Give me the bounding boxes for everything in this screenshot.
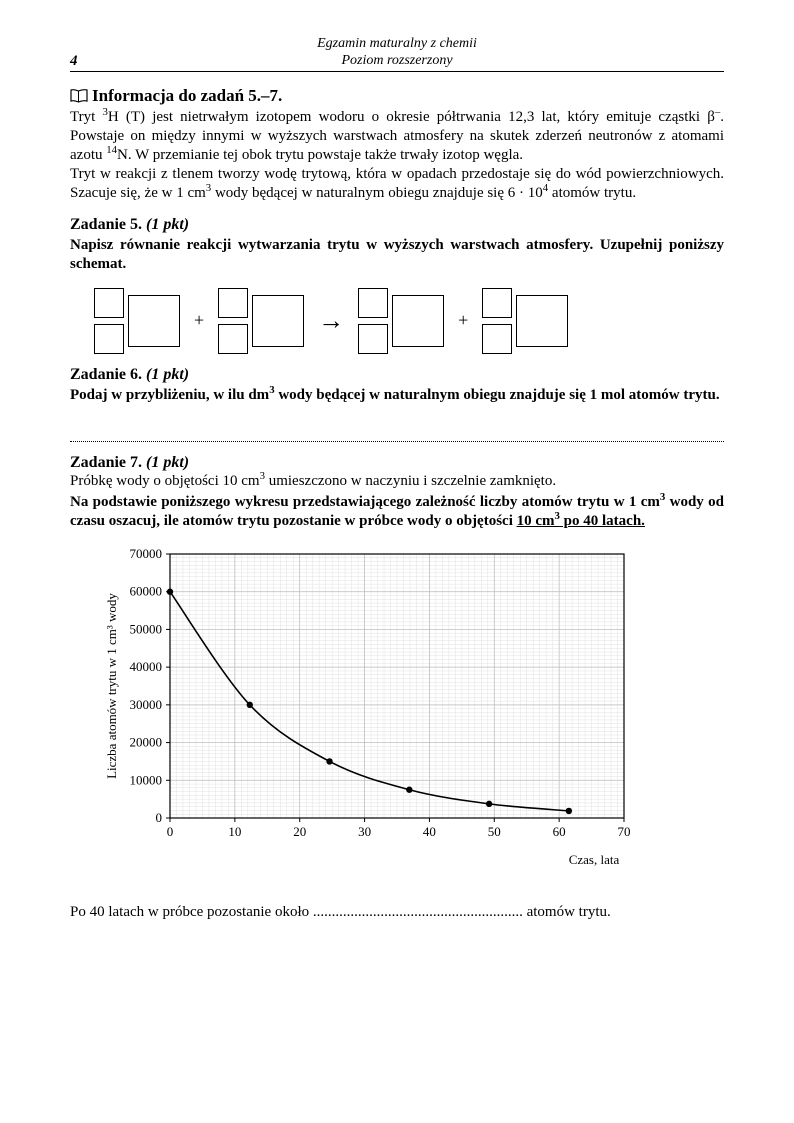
task7-answer-line[interactable]: Po 40 latach w próbce pozostanie około .… (70, 903, 724, 922)
svg-text:20000: 20000 (130, 734, 163, 749)
plus-icon: + (194, 310, 204, 331)
header-center: Egzamin maturalny z chemii Poziom rozsze… (110, 36, 684, 70)
task6-title: Zadanie 6. (1 pkt) (70, 366, 724, 384)
reactant-1[interactable] (94, 288, 180, 354)
svg-text:0: 0 (167, 824, 174, 839)
svg-text:30000: 30000 (130, 697, 163, 712)
svg-text:60: 60 (553, 824, 566, 839)
svg-text:Liczba atomów trytu w 1 cm³ w: Liczba atomów trytu w 1 cm³ wody (104, 592, 119, 778)
task7-title: Zadanie 7. (1 pkt) (70, 454, 724, 472)
arrow-icon: → (318, 306, 344, 336)
reactant-2[interactable] (218, 288, 304, 354)
task5-instruction: Napisz równanie reakcji wytwarzania tryt… (70, 236, 724, 274)
task5-title: Zadanie 5. (1 pkt) (70, 216, 724, 234)
task6-instruction: Podaj w przybliżeniu, w ilu dm3 wody będ… (70, 386, 724, 405)
info-paragraph-1: Tryt 3H (T) jest nietrwałym izotopem wod… (70, 108, 724, 166)
answer-line-task6[interactable] (70, 441, 724, 442)
product-2[interactable] (482, 288, 568, 354)
svg-text:70: 70 (618, 824, 631, 839)
plus-icon: + (458, 310, 468, 331)
svg-text:40: 40 (423, 824, 436, 839)
svg-text:40000: 40000 (130, 659, 163, 674)
header-line1: Egzamin maturalny z chemii (110, 36, 684, 53)
svg-text:50: 50 (488, 824, 501, 839)
svg-text:50000: 50000 (130, 621, 163, 636)
page-header: 4 Egzamin maturalny z chemii Poziom rozs… (70, 36, 724, 72)
decay-chart: 0 10 20 30 40 50 60 70 0 10000 20000 30000 40000 5000… (98, 544, 724, 879)
svg-text:10: 10 (228, 824, 241, 839)
task7-instruction: Na podstawie poniższego wykresu przedsta… (70, 493, 724, 531)
book-icon (70, 88, 88, 108)
svg-text:20: 20 (293, 824, 306, 839)
svg-text:30: 30 (358, 824, 371, 839)
svg-text:Czas, lata: Czas, lata (569, 852, 620, 867)
svg-text:60000: 60000 (130, 583, 163, 598)
reaction-schema: + → + (94, 288, 724, 354)
info-paragraph-2: Tryt w reakcji z tlenem tworzy wodę tryt… (70, 165, 724, 203)
svg-text:70000: 70000 (130, 546, 163, 561)
page-number: 4 (70, 53, 110, 70)
svg-text:0: 0 (156, 810, 163, 825)
header-line2: Poziom rozszerzony (110, 53, 684, 70)
task7-intro: Próbkę wody o objętości 10 cm3 umieszczo… (70, 472, 724, 491)
product-1[interactable] (358, 288, 444, 354)
chart-svg: 0 10 20 30 40 50 60 70 0 10000 20000 30000 40000 5000… (98, 544, 638, 874)
svg-text:10000: 10000 (130, 772, 163, 787)
info-heading: Informacja do zadań 5.–7. (70, 86, 724, 108)
